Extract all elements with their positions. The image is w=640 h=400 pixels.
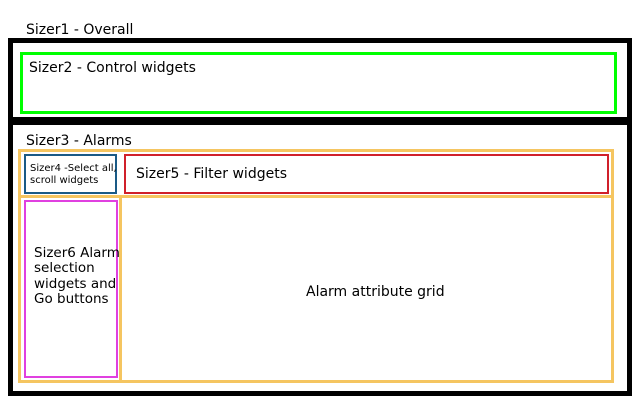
- sizer3-row-bottom: [18, 195, 614, 383]
- sizer1-box-top: [8, 38, 632, 122]
- sizer5-label: Sizer5 - Filter widgets: [136, 166, 287, 182]
- sizer1-box-bottom: [8, 120, 632, 396]
- sizer1-label: Sizer1 - Overall: [26, 22, 134, 38]
- sizer3-divider: [119, 197, 122, 381]
- sizer4-box: Sizer4 -Select all, scroll widgets: [24, 154, 117, 194]
- sizer6-box: Sizer6 Alarm selection widgets and Go bu…: [24, 200, 120, 378]
- alarm-attribute-grid-label: Alarm attribute grid: [306, 284, 445, 300]
- sizer5-box: Sizer5 - Filter widgets: [124, 154, 609, 194]
- sizer2-box: Sizer2 - Control widgets: [20, 52, 617, 114]
- sizer4-label: Sizer4 -Select all, scroll widgets: [30, 163, 117, 186]
- sizer3-label: Sizer3 - Alarms: [26, 133, 132, 149]
- sizer2-label: Sizer2 - Control widgets: [29, 60, 196, 76]
- sizer6-label: Sizer6 Alarm selection widgets and Go bu…: [34, 245, 120, 307]
